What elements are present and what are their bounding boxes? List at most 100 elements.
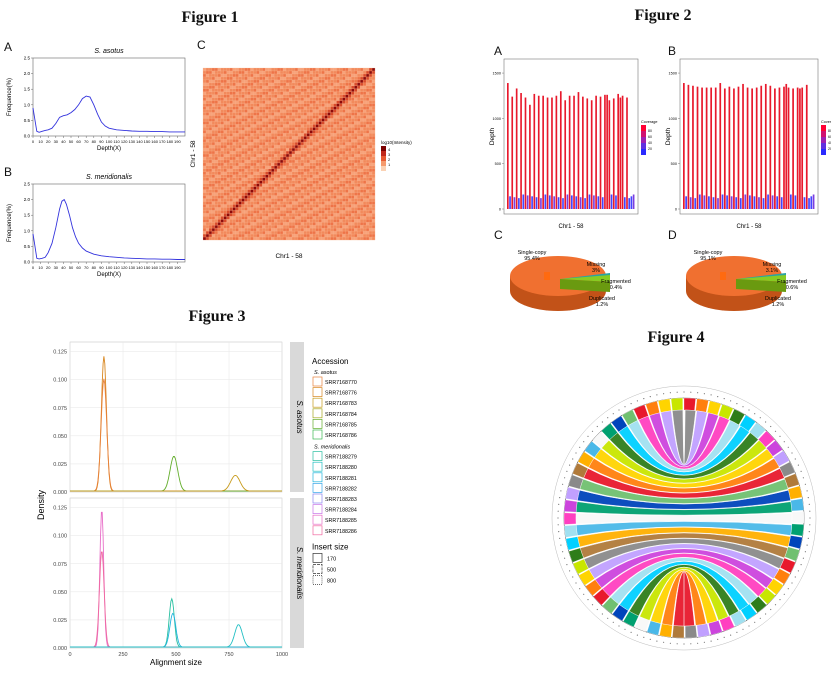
- y-tick-label: 1500: [669, 72, 677, 76]
- heatmap-cell: [345, 195, 349, 199]
- heatmap-cell: [205, 189, 209, 193]
- x-tick-label: 60: [76, 139, 81, 144]
- heatmap-cell: [232, 192, 236, 196]
- heatmap-cell: [208, 68, 212, 72]
- figure4-title: Figure 4: [647, 329, 705, 346]
- y-tick-label: 2.0: [24, 197, 31, 202]
- heatmap-cell: [277, 225, 281, 229]
- heatmap-cell: [348, 76, 352, 80]
- heatmap-cell: [336, 148, 340, 152]
- heatmap-cell: [274, 213, 278, 217]
- heatmap-cell: [291, 70, 295, 74]
- heatmap-cell: [208, 142, 212, 146]
- heatmap-cell: [348, 121, 352, 125]
- heatmap-cell: [336, 189, 340, 193]
- ring-tick: [583, 593, 585, 595]
- heatmap-cell: [369, 121, 373, 125]
- heatmap-cell: [289, 115, 293, 119]
- heatmap-cell: [217, 222, 221, 226]
- legend-item-label: SRR7188280: [325, 465, 357, 471]
- heatmap-cell: [280, 219, 284, 223]
- heatmap-cell: [351, 207, 355, 211]
- heatmap-cell: [286, 234, 290, 238]
- heatmap-cell: [339, 85, 343, 89]
- heatmap-cell: [339, 159, 343, 163]
- heatmap-cell: [366, 189, 370, 193]
- y-tick-label: 0: [675, 208, 677, 212]
- heatmap-cell: [363, 124, 367, 128]
- heatmap-cell: [357, 219, 361, 223]
- heatmap-cell: [360, 124, 364, 128]
- pie-label-line2: 95.1%: [700, 256, 716, 262]
- heatmap-cell: [291, 79, 295, 83]
- heatmap-cell: [203, 85, 207, 89]
- heatmap-cell: [283, 91, 287, 95]
- heatmap-cell: [294, 213, 298, 217]
- heatmap-cell: [220, 192, 224, 196]
- heatmap-cell: [363, 162, 367, 166]
- synteny-ribbon: [610, 557, 758, 605]
- heatmap-cell: [309, 106, 313, 110]
- heatmap-cell: [268, 109, 272, 113]
- heatmap-cell: [208, 82, 212, 86]
- heatmap-cell: [336, 204, 340, 208]
- heatmap-cell: [283, 124, 287, 128]
- heatmap-cell: [336, 225, 340, 229]
- heatmap-cell: [253, 94, 257, 98]
- heatmap-cell: [250, 234, 254, 238]
- heatmap-cell: [262, 100, 266, 104]
- heatmap-cell: [256, 70, 260, 74]
- heatmap-cell: [363, 219, 367, 223]
- heatmap-cell: [345, 222, 349, 226]
- heatmap-cell: [271, 210, 275, 214]
- heatmap-cell: [205, 112, 209, 116]
- heatmap-cell: [286, 142, 290, 146]
- heatmap-cell: [247, 201, 251, 205]
- heatmap-cell: [217, 145, 221, 149]
- heatmap-cell: [280, 139, 284, 143]
- ring-tick: [557, 517, 559, 519]
- heatmap-cell: [223, 228, 227, 232]
- depth-bar: [577, 92, 580, 209]
- heatmap-cell: [303, 103, 307, 107]
- heatmap-cell: [232, 198, 236, 202]
- heatmap-cell: [369, 189, 373, 193]
- heatmap-cell: [203, 136, 207, 140]
- heatmap-cell: [262, 213, 266, 217]
- heatmap-cell: [265, 79, 269, 83]
- heatmap-cell: [229, 237, 233, 241]
- heatmap-cell: [309, 142, 313, 146]
- heatmap-cell: [312, 198, 316, 202]
- heatmap-cell: [280, 115, 284, 119]
- heatmap-cell: [229, 133, 233, 137]
- heatmap-cell: [354, 148, 358, 152]
- heatmap-cell: [208, 162, 212, 166]
- heatmap-cell: [226, 180, 230, 184]
- heatmap-cell: [303, 204, 307, 208]
- heatmap-cell: [262, 180, 266, 184]
- heatmap-cell: [229, 136, 233, 140]
- heatmap-cell: [265, 100, 269, 104]
- heatmap-cell: [271, 154, 275, 158]
- heatmap-cell: [203, 186, 207, 190]
- x-tick-label: 100: [106, 139, 113, 144]
- heatmap-cell: [324, 148, 328, 152]
- heatmap-cell: [220, 162, 224, 166]
- heatmap-cell: [297, 70, 301, 74]
- heatmap-cell: [369, 79, 373, 83]
- heatmap-cell: [303, 228, 307, 232]
- ring-tick: [802, 557, 804, 559]
- heatmap-cell: [283, 68, 287, 72]
- heatmap-cell: [211, 133, 215, 137]
- heatmap-cell: [327, 94, 331, 98]
- heatmap-cell: [265, 112, 269, 116]
- heatmap-cell: [235, 171, 239, 175]
- heatmap-cell: [315, 82, 319, 86]
- heatmap-cell: [291, 76, 295, 80]
- heatmap-cell: [348, 94, 352, 98]
- heatmap-cell: [369, 171, 373, 175]
- heatmap-cell: [220, 127, 224, 131]
- heatmap-cell: [357, 94, 361, 98]
- heatmap-cell: [229, 234, 233, 238]
- heatmap-cell: [244, 162, 248, 166]
